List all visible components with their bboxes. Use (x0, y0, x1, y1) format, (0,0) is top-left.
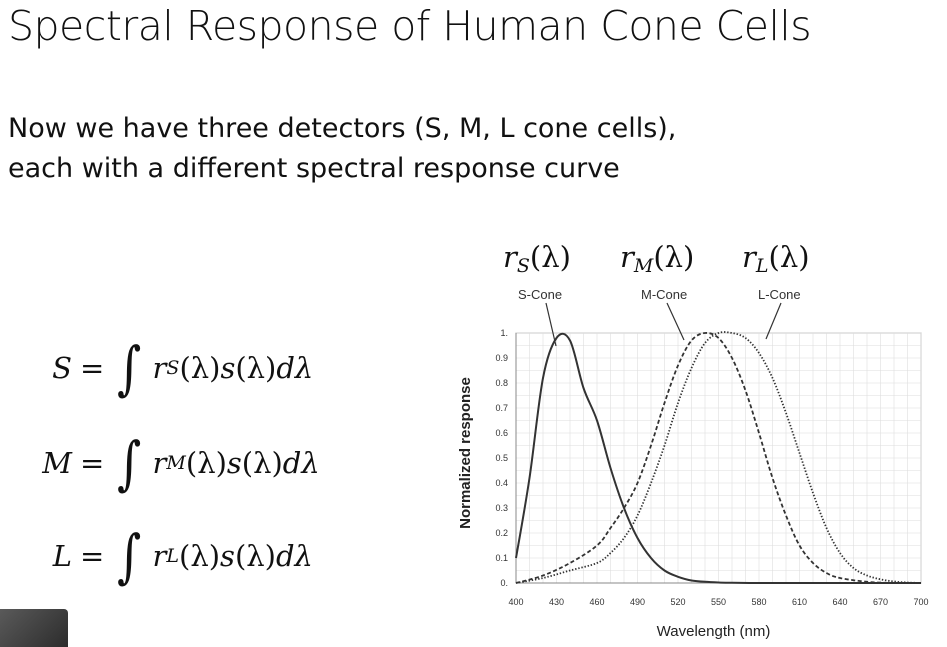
y-tick-label: 0.1 (495, 553, 508, 563)
integral-sign: ∫ (117, 334, 142, 402)
m-cone-name: M-Cone (641, 287, 688, 302)
lambda-arg: (λ) (653, 240, 695, 274)
video-thumbnail (0, 609, 68, 647)
response-subscript: L (166, 545, 180, 567)
y-tick-label: 0.2 (495, 528, 508, 538)
x-tick-label: 640 (832, 597, 847, 607)
l-cone-name: L-Cone (758, 287, 801, 302)
y-tick-label: 0.9 (495, 353, 508, 363)
response-subscript: M (166, 452, 186, 474)
x-tick-label: 550 (711, 597, 726, 607)
slide-title: Spectral Response of Human Cone Cells (8, 2, 812, 50)
differential: dλ (276, 351, 314, 385)
lambda-arg: (λ) (179, 539, 221, 573)
l-cone-leader (765, 302, 782, 340)
x-tick-label: 670 (873, 597, 888, 607)
body-text-line-1: Now we have three detectors (S, M, L con… (8, 113, 677, 144)
m-cone-leader (666, 302, 685, 341)
response-symbol: r (503, 240, 517, 274)
x-tick-label: 490 (630, 597, 645, 607)
lambda-arg: (λ) (179, 351, 221, 385)
x-axis-title: Wavelength (nm) (657, 623, 771, 640)
body-text-line-2: each with a different spectral response … (8, 153, 620, 184)
y-tick-label: 0.5 (495, 453, 508, 463)
y-axis-title: Normalized response (457, 377, 474, 529)
x-tick-label: 400 (508, 597, 523, 607)
curve-label-l: rL(λ) (742, 240, 810, 277)
spectrum-symbol: s (220, 351, 236, 385)
response-symbol: r (742, 240, 756, 274)
x-tick-label: 580 (751, 597, 766, 607)
x-tick-label: 430 (549, 597, 564, 607)
lambda-arg: (λ) (529, 240, 571, 274)
x-tick-label: 460 (589, 597, 604, 607)
equals-sign: = (80, 446, 105, 480)
lambda-arg: (λ) (234, 539, 276, 573)
x-tick-label: 520 (670, 597, 685, 607)
x-tick-label: 610 (792, 597, 807, 607)
equation-s: S = ∫ r S (λ) s (λ) dλ (20, 333, 313, 403)
differential: dλ (275, 539, 313, 573)
response-symbol: r (152, 446, 167, 480)
series-s-cone-line (515, 332, 921, 585)
y-tick-label: 0.6 (495, 428, 508, 438)
y-tick-label: 0.7 (495, 403, 508, 413)
equation-lhs: M (42, 446, 72, 480)
equation-lhs: L (52, 539, 72, 573)
response-symbol: r (152, 539, 167, 573)
equation-m: M = ∫ r M (λ) s (λ) dλ (20, 428, 320, 498)
series-l-cone-line (515, 331, 922, 584)
y-tick-label: 0.8 (495, 378, 508, 388)
curve-label-m: rM(λ) (620, 240, 694, 277)
response-symbol: r (620, 240, 634, 274)
equals-sign: = (80, 351, 105, 385)
response-subscript: M (633, 255, 654, 277)
lambda-arg: (λ) (185, 446, 227, 480)
x-tick-label: 700 (913, 597, 928, 607)
y-tick-label: 1. (500, 328, 508, 338)
equation-l: L = ∫ r L (λ) s (λ) dλ (20, 521, 313, 591)
lambda-arg: (λ) (241, 446, 283, 480)
y-tick-label: 0.4 (495, 478, 508, 488)
s-cone-leader (545, 302, 557, 347)
response-subscript: S (166, 357, 180, 379)
watermark-overlay (0, 0, 230, 14)
spectrum-symbol: s (220, 539, 235, 573)
curve-label-s: rS(λ) (503, 240, 571, 277)
y-tick-label: 0.3 (495, 503, 508, 513)
equals-sign: = (80, 539, 105, 573)
response-symbol: r (152, 351, 167, 385)
spectrum-symbol: s (226, 446, 242, 480)
equation-lhs: S (52, 351, 72, 385)
integral-sign: ∫ (117, 522, 142, 590)
y-tick-label: 0. (500, 578, 508, 588)
lambda-arg: (λ) (235, 351, 277, 385)
series-m-cone-line (515, 332, 922, 584)
lambda-arg: (λ) (768, 240, 810, 274)
response-subscript: S (516, 255, 530, 277)
s-cone-name: S-Cone (518, 287, 563, 302)
differential: dλ (282, 446, 320, 480)
integral-sign: ∫ (117, 429, 142, 497)
response-subscript: L (755, 255, 769, 277)
